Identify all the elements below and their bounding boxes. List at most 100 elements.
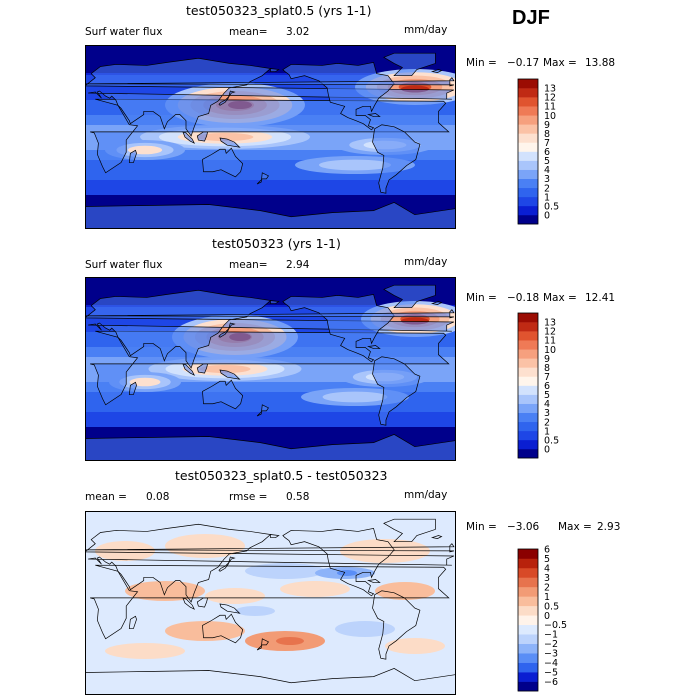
panel2-colorbar-swatch-8 bbox=[518, 376, 538, 386]
panel1-coastline-9 bbox=[218, 90, 236, 106]
panel2-colorbar-swatch-3 bbox=[518, 421, 538, 432]
panel1-colorbar-swatch-10 bbox=[518, 124, 538, 134]
panel3-colorbar-tick-label: −3 bbox=[544, 649, 558, 660]
panel1-coastline-14 bbox=[219, 137, 241, 148]
panel1-colorbar-tick-label: 9 bbox=[544, 120, 550, 131]
panel3-frame bbox=[85, 511, 456, 695]
panel1-colorbar-tick-label: 2 bbox=[544, 183, 550, 194]
panel3-colorbar-tick-label: 2 bbox=[544, 582, 550, 593]
panel1-coastline-4 bbox=[383, 52, 436, 77]
panel1-max-label: Max = bbox=[543, 57, 577, 69]
panel2-min-label: Min = bbox=[466, 292, 497, 304]
panel1-colorbar-tick-label: 12 bbox=[544, 93, 556, 104]
panel2-coastline-15 bbox=[367, 345, 381, 349]
panel3-colorbar-swatch-7 bbox=[518, 615, 538, 626]
panel2-coastline-5 bbox=[372, 356, 421, 426]
panel3-anomaly-8 bbox=[245, 563, 325, 579]
panel3-colorbar-tick-label: 0 bbox=[544, 611, 550, 622]
panel1-colorbar-swatch-6 bbox=[518, 160, 538, 170]
panel1-coastline-7 bbox=[85, 202, 456, 229]
panel3-title: test050323_splat0.5 - test050323 bbox=[175, 468, 388, 483]
panel3-colorbar-tick-label: 1 bbox=[544, 592, 550, 603]
panel2-coastline-9 bbox=[218, 322, 236, 338]
panel3-colorbar-tick-label: 5 bbox=[544, 554, 550, 565]
panel1-coastline-6 bbox=[202, 147, 244, 178]
panel3-anomaly-5 bbox=[205, 588, 265, 604]
panel2-coastline-14 bbox=[219, 369, 241, 380]
panel2-coastline-10 bbox=[86, 309, 455, 319]
panel1-mean-label: mean= bbox=[229, 26, 268, 38]
panel2-rain-cell-5-1 bbox=[322, 391, 388, 403]
panel1-variable: Surf water flux bbox=[85, 26, 163, 38]
panel2-colorbar-swatch-9 bbox=[518, 367, 538, 377]
panel3-coastline-3 bbox=[282, 527, 395, 597]
panel1-colorbar-tick-label: 0 bbox=[544, 210, 550, 221]
panel3-colorbar-swatch-11 bbox=[518, 577, 538, 588]
panel3-colorbar-tick-label: −6 bbox=[544, 677, 558, 688]
panel1-colorbar-swatch-3 bbox=[518, 187, 538, 198]
panel2-coastline-6 bbox=[202, 379, 244, 410]
panel3-anomaly-6 bbox=[280, 581, 350, 597]
panel3-colorbar-swatch-6 bbox=[518, 624, 538, 635]
panel2-colorbar-tick-label: 7 bbox=[544, 372, 550, 383]
panel1-coastline-8 bbox=[128, 149, 137, 163]
panel1-colorbar-swatch-2 bbox=[518, 196, 538, 207]
panel2-colorbar-swatch-0 bbox=[518, 448, 538, 459]
panel3-anomaly-7 bbox=[375, 582, 435, 600]
panel1-colorbar-swatch-0 bbox=[518, 214, 538, 225]
panel3-colorbar-tick-label: 4 bbox=[544, 563, 550, 574]
panel3-colorbar-swatch-5 bbox=[518, 634, 538, 644]
panel2-mean-label: mean= bbox=[229, 259, 268, 271]
panel2-coastline-8 bbox=[128, 381, 137, 395]
panel3-coastline-4 bbox=[383, 518, 436, 543]
panel2-colorbar-tick-label: 3 bbox=[544, 408, 550, 419]
panel3-colorbar-swatch-4 bbox=[518, 643, 538, 654]
panel3-coastline-2 bbox=[270, 534, 280, 538]
panel3-colorbar-tick-label: 3 bbox=[544, 573, 550, 584]
panel2-map bbox=[85, 277, 456, 461]
panel2-colorbar-tick-label: 8 bbox=[544, 363, 550, 374]
panel2-colorbar-swatch-12 bbox=[518, 340, 538, 350]
panel1-colorbar-tick-label: 6 bbox=[544, 147, 550, 158]
panel2-colorbar-swatch-10 bbox=[518, 358, 538, 368]
panel2-colorbar-tick-label: 12 bbox=[544, 327, 556, 338]
panel1-coastline-13 bbox=[182, 131, 196, 144]
panel1-coastline-2 bbox=[270, 68, 280, 72]
panel2-max-value: 12.41 bbox=[585, 292, 616, 304]
panel3-coastline-8 bbox=[128, 615, 137, 629]
panel3-coastline-7 bbox=[85, 668, 456, 695]
panel2-colorbar-tick-label: 2 bbox=[544, 417, 550, 428]
panel2-min-value: −0.18 bbox=[507, 292, 540, 304]
panel3-colorbar-tick-label: −2 bbox=[544, 639, 558, 650]
panel3-colorbar-swatch-3 bbox=[518, 653, 538, 663]
panel3-coastline-5 bbox=[372, 590, 421, 660]
panel2-colorbar-tick-label: 13 bbox=[544, 318, 556, 329]
panel1-rain-cell-5-1 bbox=[319, 159, 391, 171]
panel1-colorbar-frame bbox=[517, 78, 539, 225]
panel3-colorbar-swatch-1 bbox=[518, 672, 538, 682]
panel3-colorbar-tick-label: −4 bbox=[544, 658, 558, 669]
panel2-colorbar-tick-label: 5 bbox=[544, 390, 550, 401]
panel3-anomaly-1 bbox=[165, 534, 245, 558]
panel3-colorbar-tick-label: −5 bbox=[544, 668, 558, 679]
panel3-max-value: 2.93 bbox=[597, 521, 621, 533]
panel3-anomaly-14 bbox=[385, 638, 445, 654]
panel3-anomaly-peak bbox=[276, 637, 304, 645]
panel2-colorbar-tick-label: 4 bbox=[544, 399, 550, 410]
panel1-colorbar-swatch-11 bbox=[518, 115, 538, 125]
panel2-colorbar-tick-label: 10 bbox=[544, 345, 556, 356]
panel3-anomaly-12 bbox=[335, 621, 395, 637]
season-label: DJF bbox=[512, 7, 550, 29]
panel2-colorbar-swatch-2 bbox=[518, 430, 538, 441]
panel2-colorbar-tick-label: 6 bbox=[544, 381, 550, 392]
panel3-max-label: Max = bbox=[558, 521, 592, 533]
panel3-colorbar-swatch-0 bbox=[518, 681, 538, 692]
panel1-coastline-5 bbox=[372, 124, 421, 194]
panel2-coastline-13 bbox=[182, 363, 196, 376]
panel3-coastline-0 bbox=[90, 564, 450, 640]
panel3-colorbar-swatch-12 bbox=[518, 567, 538, 578]
panel2-colorbar-tick-label: 9 bbox=[544, 354, 550, 365]
panel2-colorbar-tick-label: 0 bbox=[544, 444, 550, 455]
